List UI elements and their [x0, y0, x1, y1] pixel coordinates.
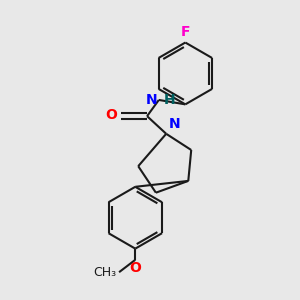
Text: N: N — [146, 93, 158, 107]
Text: CH₃: CH₃ — [94, 266, 117, 279]
Text: F: F — [181, 25, 190, 39]
Text: O: O — [129, 261, 141, 275]
Text: H: H — [164, 93, 176, 107]
Text: N: N — [169, 117, 181, 131]
Text: O: O — [105, 108, 117, 122]
